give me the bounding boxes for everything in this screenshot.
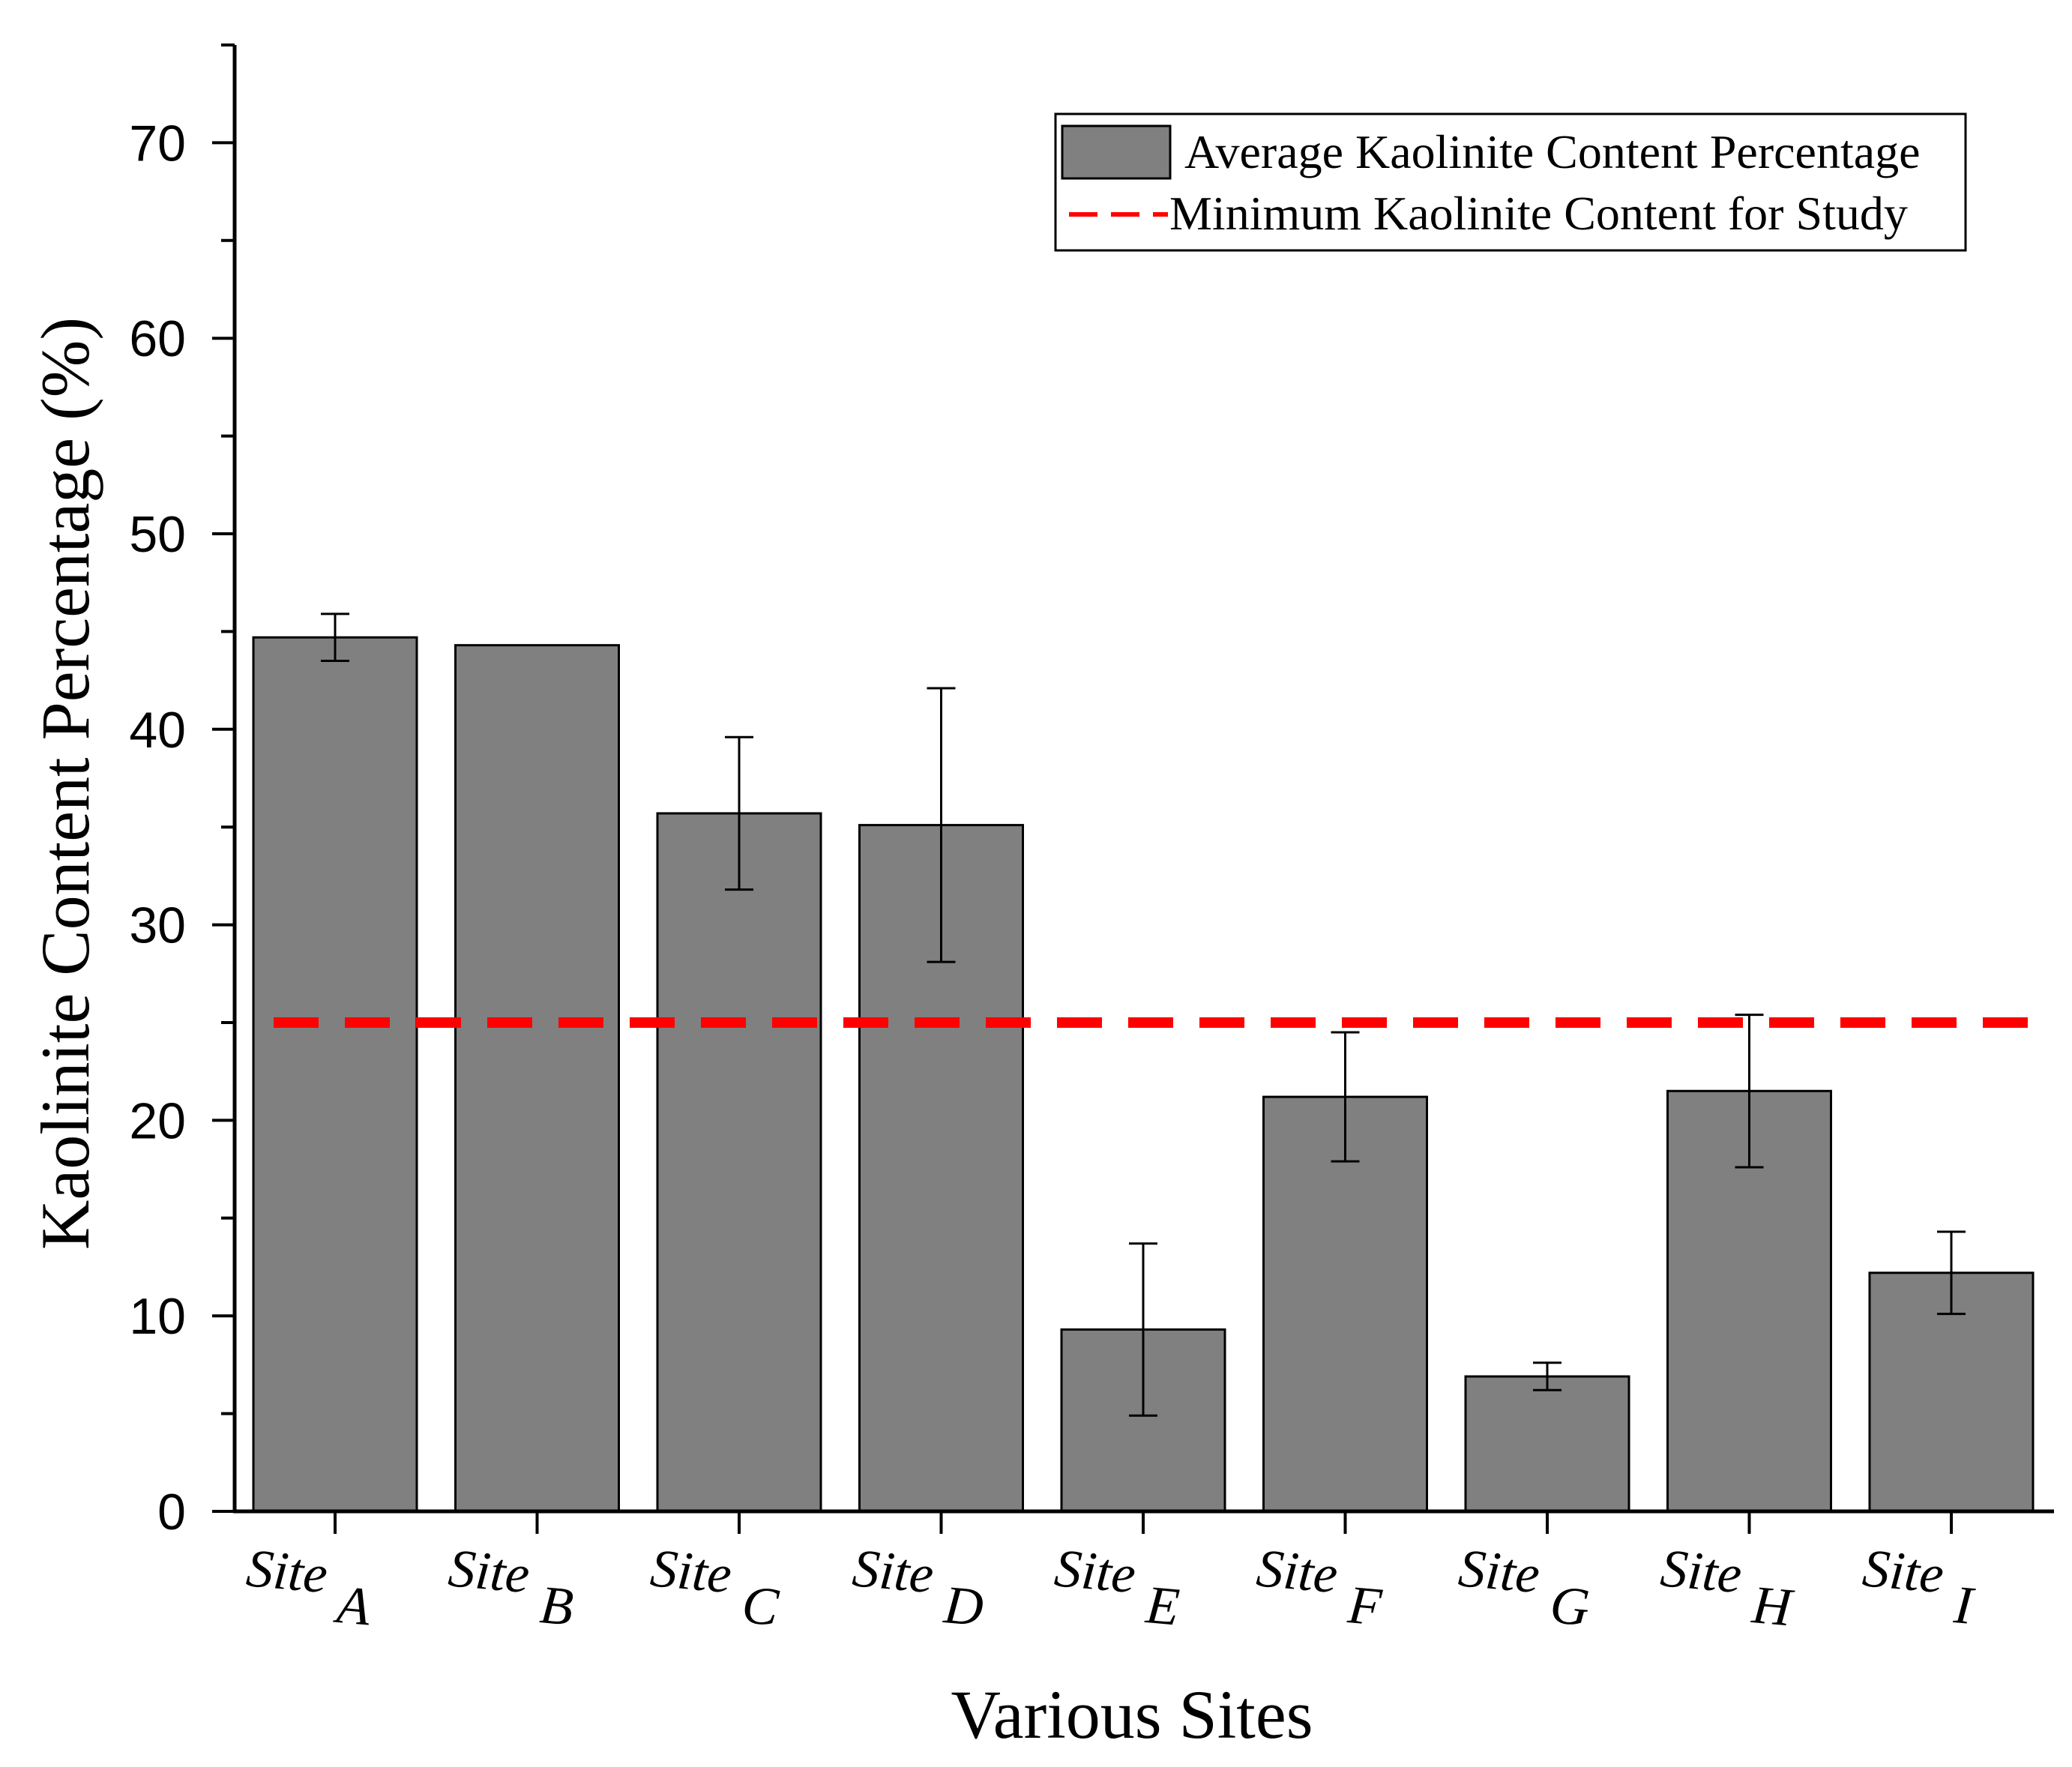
- error-bar-a: [321, 612, 349, 663]
- legend-box: [1054, 112, 1967, 252]
- error-bar-e: [1129, 1242, 1157, 1417]
- x-axis-title: Various Sites: [951, 1676, 1313, 1753]
- y-tick-label: 0: [157, 1484, 186, 1541]
- category-prefix: Site: [1861, 1538, 1960, 1606]
- error-bars-group: [321, 612, 1966, 1417]
- category-prefix: Site: [1658, 1538, 1757, 1606]
- y-axis-title: Kaolinite Content Percentage (%): [27, 317, 103, 1250]
- x-category-label-d: Site D: [848, 1538, 989, 1637]
- error-bar-f: [1331, 1031, 1360, 1163]
- category-letter: H: [1749, 1574, 1797, 1638]
- category-letter: F: [1345, 1574, 1385, 1637]
- y-tick-label: 10: [129, 1288, 186, 1345]
- x-category-label-c: Site C: [645, 1538, 784, 1637]
- category-prefix: Site: [648, 1538, 747, 1606]
- bar-a: [252, 636, 418, 1513]
- category-prefix: Site: [1254, 1538, 1353, 1606]
- y-tick-label: 40: [129, 702, 186, 759]
- legend-bar-swatch: [1061, 124, 1172, 180]
- legend-label-reference: Minimum Kaolinite Content for Study: [1169, 187, 1908, 240]
- error-bar-h: [1735, 1014, 1764, 1169]
- category-letter: G: [1548, 1574, 1592, 1637]
- bar-f: [1262, 1095, 1428, 1513]
- y-tick-label: 70: [129, 115, 186, 172]
- bar-b: [454, 644, 620, 1513]
- legend: Average Kaolinite Content Percentage Min…: [1054, 112, 1967, 252]
- x-category-label-f: Site F: [1252, 1538, 1388, 1637]
- x-category-label-g: Site G: [1454, 1538, 1594, 1637]
- y-tick-label: 20: [129, 1092, 186, 1149]
- legend-label-bars: Average Kaolinite Content Percentage: [1184, 125, 1921, 178]
- y-tick-label: 30: [129, 897, 186, 954]
- category-prefix: Site: [446, 1538, 545, 1606]
- category-prefix: Site: [850, 1538, 949, 1606]
- x-category-label-i: Site I: [1858, 1538, 1980, 1636]
- category-prefix: Site: [1052, 1538, 1151, 1606]
- category-letter: D: [941, 1574, 986, 1637]
- category-letter: E: [1143, 1574, 1182, 1637]
- x-category-label-b: Site B: [444, 1538, 579, 1637]
- error-bar-c: [725, 735, 753, 891]
- error-bar-d: [927, 687, 956, 963]
- bar-c: [656, 812, 822, 1513]
- y-tick-label: 60: [129, 310, 186, 367]
- x-category-label-a: Site A: [241, 1538, 376, 1637]
- error-bar-i: [1937, 1230, 1966, 1316]
- category-letter: C: [740, 1574, 782, 1637]
- error-bar-g: [1533, 1361, 1561, 1391]
- category-prefix: Site: [1457, 1538, 1555, 1606]
- bars-group: [252, 636, 2035, 1513]
- x-category-label-h: Site H: [1656, 1538, 1800, 1637]
- y-tick-label: 50: [129, 506, 186, 563]
- category-letter: A: [332, 1574, 374, 1637]
- category-letter: B: [537, 1574, 576, 1637]
- x-category-label-e: Site E: [1049, 1538, 1184, 1637]
- category-prefix: Site: [244, 1538, 343, 1606]
- bar-g: [1464, 1375, 1630, 1513]
